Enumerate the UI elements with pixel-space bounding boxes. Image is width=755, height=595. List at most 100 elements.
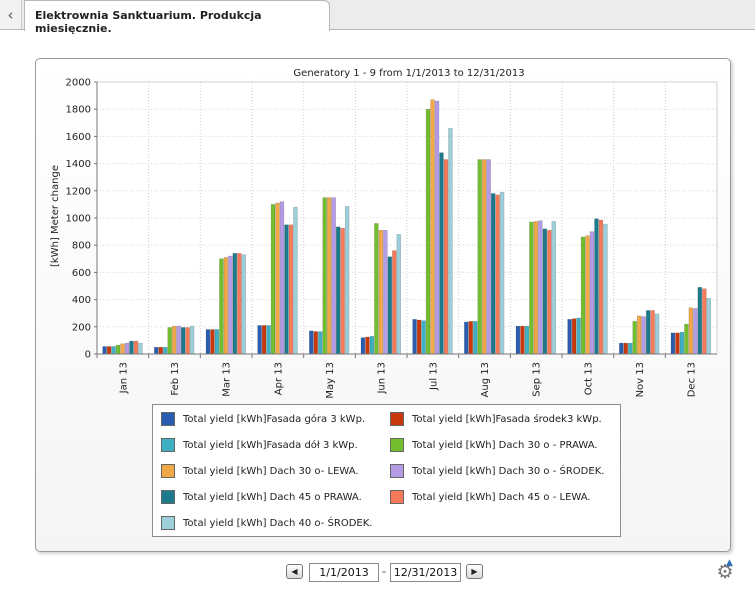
x-tick-label: Apr 13	[273, 362, 284, 395]
x-tick-label: Feb 13	[170, 362, 181, 396]
bar	[360, 337, 366, 355]
bar	[257, 325, 262, 355]
legend-swatch	[390, 490, 404, 504]
bar	[288, 224, 294, 355]
bar	[335, 226, 341, 355]
legend-label: Total yield [kWh] Dach 45 o - LEWA.	[412, 491, 591, 503]
end-date-input[interactable]	[390, 563, 461, 582]
bar	[632, 321, 637, 355]
x-tick-label: Sep 13	[532, 362, 543, 397]
bar	[111, 346, 116, 355]
bar	[369, 336, 375, 355]
legend-item: Total yield [kWh] Dach 30 o - PRAWA.	[390, 436, 598, 454]
bar	[232, 253, 238, 355]
x-tick-label: May 13	[325, 362, 336, 399]
bar	[524, 325, 530, 355]
bar	[473, 321, 478, 355]
gear-icon[interactable]: ⚙	[716, 561, 734, 583]
bar	[266, 325, 271, 355]
y-tick-label: 200	[72, 322, 91, 333]
bar	[210, 329, 215, 355]
bar	[115, 344, 121, 355]
legend-label: Total yield [kWh] Dach 30 o - PRAWA.	[412, 439, 598, 451]
tab-production-monthly[interactable]: Elektrownia Sanktuarium. Produkcja miesi…	[24, 0, 330, 35]
bar	[571, 318, 577, 355]
bar	[383, 229, 388, 355]
y-tick-label: 2000	[66, 78, 91, 89]
bar	[138, 342, 143, 355]
bar	[180, 327, 186, 355]
bar	[322, 197, 327, 355]
bar	[120, 343, 125, 355]
bar	[654, 313, 660, 355]
legend-item: Total yield [kWh] Dach 30 o - ŚRODEK.	[390, 462, 604, 480]
legend-label: Total yield [kWh] Dach 45 o PRAWA.	[183, 491, 362, 503]
x-tick-label: Jan 13	[118, 362, 129, 394]
x-tick-label: Nov 13	[635, 362, 646, 397]
tab-title: Elektrownia Sanktuarium. Produkcja miesi…	[35, 9, 262, 35]
start-date-input[interactable]	[309, 563, 379, 582]
bar	[172, 325, 177, 355]
bar	[670, 332, 676, 355]
bar	[443, 159, 449, 355]
bar	[623, 342, 628, 355]
bar	[637, 315, 642, 355]
y-tick-label: 1000	[66, 214, 91, 225]
bar	[567, 319, 572, 355]
legend-item: Total yield [kWh]Fasada góra 3 kWp.	[161, 410, 365, 428]
previous-period-button[interactable]: ◀	[286, 564, 303, 579]
bar	[529, 221, 534, 355]
bar	[318, 331, 323, 355]
bar	[645, 310, 651, 355]
bar	[392, 250, 397, 355]
bar	[576, 317, 581, 355]
bar	[129, 340, 134, 355]
bar	[585, 235, 590, 355]
bar	[228, 255, 233, 355]
back-button[interactable]: ‹	[0, 0, 22, 29]
x-tick-label: Jul 13	[428, 362, 439, 391]
bar	[490, 193, 496, 355]
bar	[133, 340, 139, 355]
bar	[619, 342, 624, 355]
bar	[520, 325, 525, 355]
bar	[374, 223, 379, 355]
bar	[214, 329, 220, 355]
legend-label: Total yield [kWh]Fasada środek3 kWp.	[412, 413, 602, 425]
bar	[598, 219, 604, 355]
bar	[603, 223, 608, 355]
legend-label: Total yield [kWh] Dach 30 o - ŚRODEK.	[412, 465, 605, 477]
legend-swatch	[161, 490, 175, 504]
bar	[538, 220, 543, 355]
legend-swatch	[161, 464, 175, 478]
next-period-button[interactable]: ▶	[466, 564, 483, 579]
legend-swatch	[161, 438, 175, 452]
date-separator: -	[382, 565, 386, 578]
legend-swatch	[390, 464, 404, 478]
bar	[533, 221, 539, 355]
bar	[102, 346, 107, 355]
y-tick-label: 400	[72, 295, 91, 306]
bar	[237, 253, 242, 355]
legend-swatch	[390, 412, 404, 426]
bar	[365, 336, 370, 355]
bar	[628, 342, 633, 355]
legend-item: Total yield [kWh] Dach 40 o- ŚRODEK.	[161, 514, 372, 532]
bar	[542, 228, 548, 355]
bar	[378, 229, 384, 355]
bar	[641, 316, 646, 355]
bar	[189, 325, 195, 355]
legend-label: Total yield [kWh] Dach 40 o- ŚRODEK.	[183, 517, 373, 529]
bar	[412, 319, 417, 355]
bar	[416, 319, 422, 355]
y-tick-label: 1200	[66, 186, 91, 197]
bar	[702, 288, 707, 355]
bar	[344, 206, 350, 355]
legend-swatch	[390, 438, 404, 452]
bar	[167, 327, 172, 355]
legend-item: Total yield [kWh] Dach 30 o- LEWA.	[161, 462, 359, 480]
bar	[706, 297, 711, 355]
bar	[387, 256, 393, 355]
y-tick-label: 1800	[66, 105, 91, 116]
